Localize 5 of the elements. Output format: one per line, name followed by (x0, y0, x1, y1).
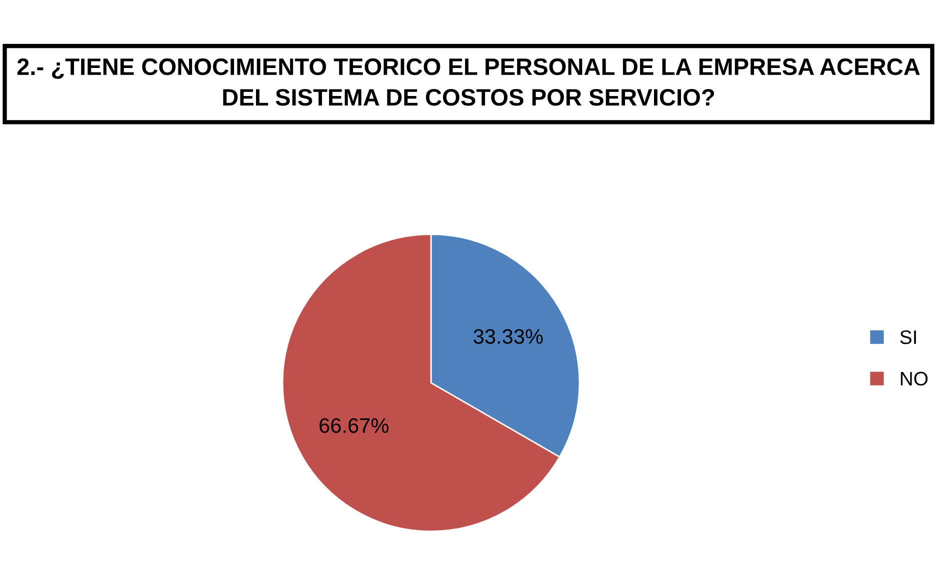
legend-label: SI (900, 330, 916, 344)
data-label: 33.33% (474, 329, 543, 344)
chart-title: 2.- ¿TIENE CONOCIMIENTO TEORICO EL PERSONAL DE LA EMPRESA ACERCA DEL SISTEMA DE COSTOS POR SERVICIO? (17, 58, 920, 106)
data-label: 66.67% (320, 418, 388, 433)
legend-label: NO (900, 372, 928, 386)
